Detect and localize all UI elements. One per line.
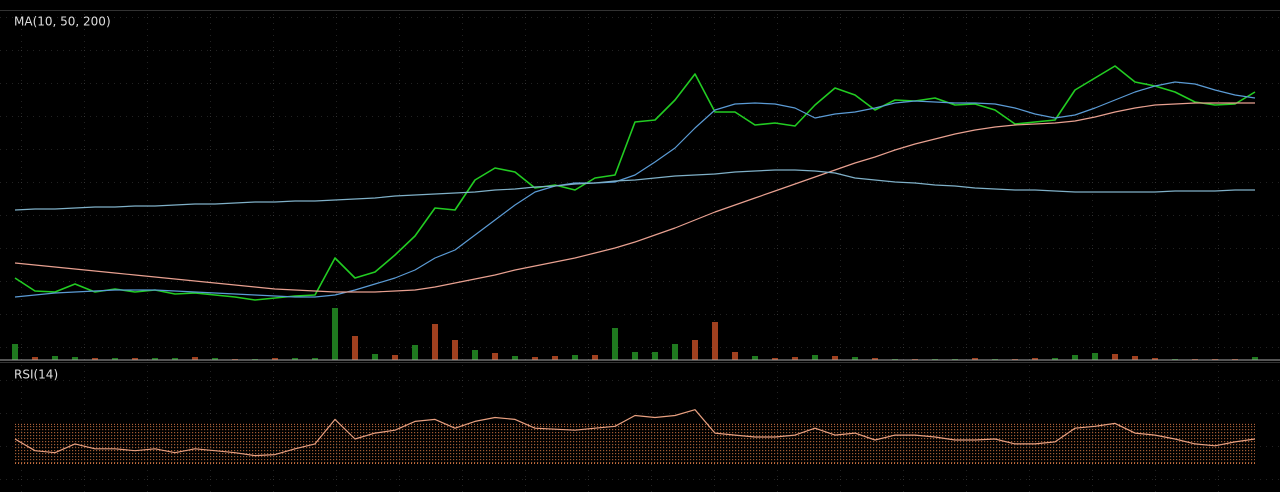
volume-bar	[632, 352, 638, 360]
volume-bar	[432, 324, 438, 360]
volume-bar	[792, 357, 798, 360]
volume-bar	[132, 358, 138, 360]
volume-bar	[332, 308, 338, 360]
volume-bar	[152, 358, 158, 360]
series-line	[14, 65, 1256, 301]
volume-bar	[372, 354, 378, 360]
volume-bar	[832, 356, 838, 360]
volume-bar	[1052, 358, 1058, 360]
volume-bar	[612, 328, 618, 360]
volume-bar	[552, 356, 558, 360]
volume-bar	[652, 352, 658, 360]
volume-bar	[592, 355, 598, 360]
grid	[0, 11, 1280, 492]
volume-bar	[872, 358, 878, 360]
volume-bar	[1152, 358, 1158, 360]
series-line	[14, 409, 1256, 457]
volume-bar	[52, 356, 58, 360]
volume-bar	[972, 358, 978, 360]
volume-bar	[752, 356, 758, 360]
volume-bar	[1112, 354, 1118, 360]
volume-bar	[272, 358, 278, 360]
series-line	[14, 81, 1256, 298]
rsi-band	[15, 424, 1255, 464]
series-line	[14, 169, 1255, 211]
volume-bar	[472, 350, 478, 360]
volume-bar	[352, 336, 358, 360]
volume-bar	[392, 355, 398, 360]
volume-bar	[1072, 355, 1078, 360]
rsi-title: RSI(14)	[14, 368, 58, 382]
volume-bar	[672, 344, 678, 360]
volume-bar	[412, 345, 418, 360]
volume-bar	[732, 352, 738, 360]
volume-bar	[852, 357, 858, 360]
ma-title: MA(10, 50, 200)	[14, 15, 111, 29]
volume-bar	[112, 358, 118, 360]
volume-bar	[492, 353, 498, 360]
volume-bar	[512, 356, 518, 360]
volume-bar	[192, 357, 198, 360]
volume-bar	[772, 358, 778, 360]
volume-bar	[532, 357, 538, 360]
volume-bar	[692, 340, 698, 360]
volume-bar	[1252, 357, 1258, 360]
volume-bar	[312, 358, 318, 360]
volume-bar	[292, 358, 298, 360]
volume-bar	[72, 357, 78, 360]
volume-bar	[452, 340, 458, 360]
series-line	[14, 102, 1255, 293]
volume-bar	[212, 358, 218, 360]
volume-bar	[1132, 356, 1138, 360]
volume-bar	[172, 358, 178, 360]
volume-bar	[92, 358, 98, 360]
volume-bar	[1032, 358, 1038, 360]
volume-bar	[712, 322, 718, 360]
volume-bar	[572, 355, 578, 360]
volume-bar	[812, 355, 818, 360]
volume-bar	[12, 344, 18, 360]
volume-bar	[1092, 353, 1098, 360]
volume-bar	[32, 357, 38, 360]
